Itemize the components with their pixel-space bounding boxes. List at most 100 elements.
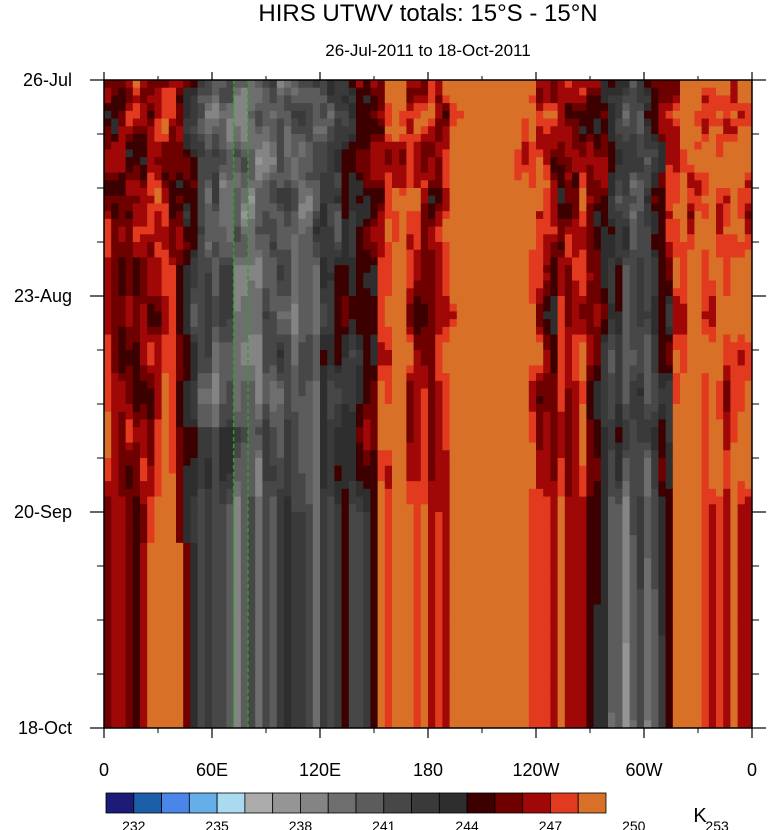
heatmap-cell [557, 172, 566, 181]
heatmap-cell [204, 103, 213, 112]
heatmap-cell [737, 373, 746, 382]
heatmap-cell [377, 195, 386, 205]
heatmap-cell [658, 350, 667, 359]
heatmap-cell [140, 95, 148, 104]
heatmap-cell [377, 504, 386, 513]
heatmap-cell [622, 280, 631, 289]
heatmap-cell [716, 95, 724, 104]
heatmap-cell [334, 272, 343, 282]
heatmap-cell [716, 326, 724, 336]
heatmap-cell [658, 481, 667, 490]
heatmap-cell [176, 141, 184, 151]
heatmap-cell [536, 350, 544, 359]
heatmap-cell [298, 419, 307, 428]
heatmap-cell [708, 134, 717, 143]
heatmap-cell [392, 388, 400, 397]
heatmap-cell [320, 326, 328, 336]
heatmap-cell [356, 103, 364, 112]
heatmap-cell [413, 141, 422, 151]
heatmap-cell [399, 288, 407, 297]
heatmap-cell [334, 404, 343, 413]
heatmap-cell [370, 365, 379, 374]
heatmap-cell [572, 95, 580, 104]
heatmap-cell [672, 488, 681, 498]
heatmap-cell [276, 342, 285, 351]
heatmap-cell [521, 434, 530, 444]
heatmap-cell [255, 280, 263, 289]
heatmap-cell [708, 350, 717, 359]
heatmap-cell [399, 326, 407, 336]
heatmap-cell [651, 226, 659, 235]
heatmap-cell [125, 404, 134, 413]
heatmap-cell [428, 342, 436, 351]
heatmap-cell [456, 80, 465, 89]
heatmap-cell [356, 319, 364, 328]
heatmap-cell [701, 257, 710, 266]
heatmap-cell [140, 234, 148, 243]
heatmap-cell [665, 80, 674, 89]
heatmap-cell [514, 188, 523, 197]
heatmap-cell [399, 427, 407, 436]
heatmap-cell [528, 419, 537, 428]
heatmap-cell [312, 126, 321, 135]
heatmap-cell [305, 365, 314, 374]
heatmap-cell [154, 226, 163, 235]
heatmap-cell [320, 450, 328, 459]
heatmap-cell [147, 172, 155, 181]
heatmap-cell [744, 481, 752, 490]
heatmap-cell [658, 357, 667, 367]
heatmap-cell [600, 427, 609, 436]
heatmap-cell [384, 141, 393, 151]
heatmap-cell [147, 342, 155, 351]
heatmap-cell [212, 458, 220, 467]
heatmap-cell [442, 326, 451, 336]
heatmap-cell [212, 350, 220, 359]
heatmap-cell [593, 249, 602, 259]
heatmap-cell [284, 496, 292, 505]
heatmap-cell [636, 164, 645, 174]
heatmap-cell [680, 95, 688, 104]
heatmap-cell [730, 404, 739, 413]
heatmap-cell [485, 434, 494, 444]
heatmap-cell [492, 404, 501, 413]
heatmap-cell [399, 134, 407, 143]
heatmap-cell [449, 473, 458, 482]
heatmap-cell [147, 134, 155, 143]
heatmap-cell [125, 350, 134, 359]
heatmap-cell [298, 87, 307, 97]
heatmap-cell [550, 157, 559, 166]
heatmap-cell [377, 419, 386, 428]
heatmap-cell [413, 303, 422, 313]
heatmap-cell [629, 257, 638, 266]
heatmap-cell [111, 265, 119, 274]
heatmap-cell [370, 296, 379, 305]
heatmap-cell [492, 203, 501, 212]
heatmap-cell [658, 434, 667, 444]
heatmap-cell [154, 404, 163, 413]
heatmap-cell [399, 458, 407, 467]
heatmap-cell [428, 296, 436, 305]
heatmap-cell [183, 465, 191, 475]
heatmap-cell [190, 218, 199, 228]
heatmap-cell [392, 434, 400, 444]
heatmap-cell [140, 288, 148, 297]
heatmap-cell [305, 427, 314, 436]
heatmap-cell [240, 396, 249, 405]
heatmap-cell [276, 288, 285, 297]
heatmap-cell [262, 296, 271, 305]
heatmap-cell [248, 188, 256, 197]
heatmap-cell [471, 380, 479, 390]
heatmap-cell [521, 226, 530, 235]
heatmap-cell [118, 303, 127, 313]
heatmap-cell [572, 118, 580, 127]
heatmap-cell [348, 149, 357, 158]
heatmap-cell [161, 388, 170, 397]
heatmap-cell [644, 242, 652, 251]
heatmap-cell [219, 350, 227, 359]
heatmap-cell [341, 504, 350, 513]
heatmap-cell [312, 342, 321, 351]
heatmap-cell [269, 365, 278, 374]
heatmap-cell [644, 141, 652, 151]
heatmap-cell [492, 280, 501, 289]
heatmap-cell [536, 141, 544, 151]
